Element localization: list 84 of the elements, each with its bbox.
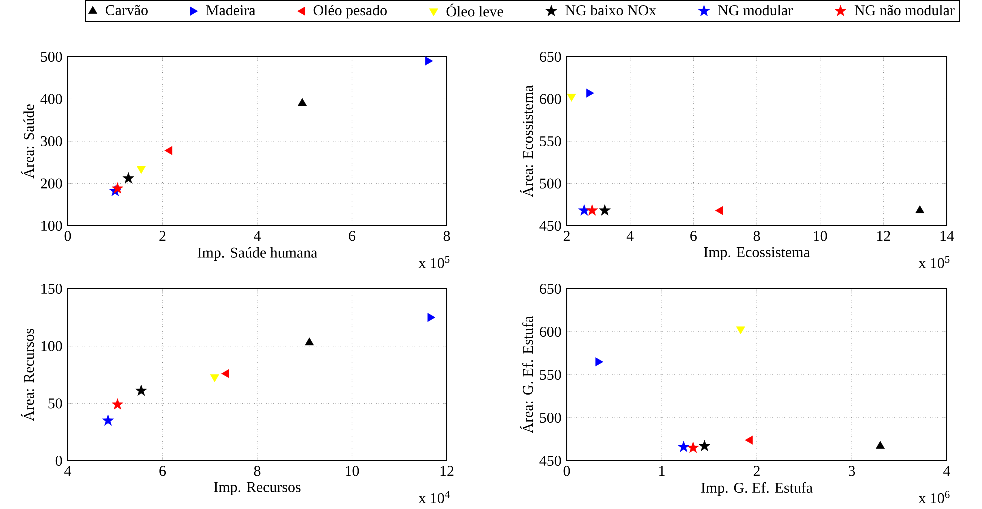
x-axis-title: Imp. G. Ef. Estufa — [702, 482, 813, 496]
x-tick-label: 4 — [626, 231, 634, 241]
legend-label: Oléo pesado — [314, 5, 387, 19]
point — [596, 358, 604, 367]
y-tick-label: 400 — [40, 94, 62, 104]
y-tick-label: 300 — [41, 136, 62, 147]
legend-label: Óleo leve — [446, 4, 504, 17]
text: x 10$^{5}$ — [418, 256, 450, 268]
y-tick-label: 50 — [48, 398, 62, 409]
x-tick-label: 8 — [754, 231, 760, 242]
point — [599, 204, 611, 216]
legend-label: Madeira — [206, 5, 256, 16]
point — [112, 398, 124, 410]
y-axis-title: Área: Saúde — [21, 104, 34, 179]
y-tick-label: 0 — [56, 456, 62, 466]
point — [122, 172, 135, 184]
y-axis-title: Área: G. Ef. Estufa — [520, 316, 534, 434]
point — [305, 338, 314, 346]
x-axis-title: Imp. Ecossistema — [704, 247, 810, 260]
point — [136, 384, 148, 396]
point — [586, 204, 598, 216]
x-tick-label: 6 — [690, 231, 697, 242]
x-tick-label: 12 — [878, 231, 890, 242]
y-tick-label: 100 — [42, 220, 62, 232]
legend-label: NG não modular — [854, 5, 955, 16]
legend-label: NG modular — [718, 5, 793, 16]
point — [425, 56, 434, 66]
x-tick-label: 0 — [64, 231, 72, 242]
x-axis-title: Imp. Recursos — [214, 482, 301, 496]
x-tick-label: 4 — [944, 466, 951, 476]
point — [298, 98, 307, 106]
point — [678, 441, 690, 452]
legend-label: NG baixo NOx — [566, 5, 656, 16]
point — [876, 441, 885, 450]
x-tick-label: 14 — [940, 231, 954, 242]
y-tick-label: 450 — [540, 456, 562, 466]
x-tick-label: 6 — [349, 231, 356, 242]
y-tick-label: 550 — [540, 370, 562, 380]
point — [715, 206, 724, 216]
x-axis-title: Imp. Saúde humana — [198, 247, 318, 261]
point — [745, 436, 754, 445]
point — [164, 146, 173, 156]
y-tick-label: 650 — [540, 52, 562, 62]
point — [586, 88, 594, 98]
point — [688, 442, 700, 454]
point — [578, 204, 590, 216]
x-tick-label: 12 — [440, 466, 454, 476]
x-tick-label: 2 — [160, 231, 166, 242]
point — [102, 414, 114, 426]
point — [567, 94, 576, 102]
text: x 10$^{5}$ — [918, 256, 950, 268]
point — [916, 206, 925, 214]
x-tick-label: 2 — [564, 231, 570, 242]
x-tick-label: 4 — [254, 231, 262, 241]
x-tick-label: 8 — [254, 466, 261, 476]
x-tick-label: 6 — [160, 466, 166, 476]
x-tick-label: 4 — [64, 466, 72, 476]
x-tick-label: 1 — [660, 466, 665, 476]
y-tick-label: 600 — [540, 326, 562, 338]
y-axis-title: Área: Recursos — [21, 329, 34, 422]
y-tick-label: 500 — [540, 412, 562, 424]
x-tick-label: 3 — [848, 466, 856, 476]
y-tick-label: 450 — [540, 220, 562, 232]
point — [698, 440, 711, 452]
y-tick-label: 200 — [41, 178, 62, 189]
text: x 10$^{6}$ — [918, 491, 950, 504]
x-tick-label: 10 — [814, 231, 828, 242]
y-tick-label: 550 — [540, 136, 562, 147]
y-tick-label: 600 — [540, 94, 562, 104]
y-tick-label: 500 — [540, 178, 562, 189]
text: x 10$^{4}$ — [418, 491, 450, 504]
legend-label: Carvão — [106, 5, 148, 16]
x-tick-label: 2 — [754, 466, 760, 476]
y-tick-label: 650 — [540, 284, 562, 294]
x-tick-label: 10 — [346, 466, 360, 476]
y-tick-label: 500 — [41, 52, 62, 62]
point — [428, 313, 436, 322]
point — [736, 326, 746, 335]
x-tick-label: 0 — [564, 466, 570, 476]
point — [112, 182, 124, 194]
x-tick-label: 8 — [444, 231, 450, 242]
y-tick-label: 150 — [42, 284, 62, 294]
y-tick-label: 100 — [42, 341, 62, 352]
y-axis-title: Área: Ecossistema — [520, 86, 534, 198]
